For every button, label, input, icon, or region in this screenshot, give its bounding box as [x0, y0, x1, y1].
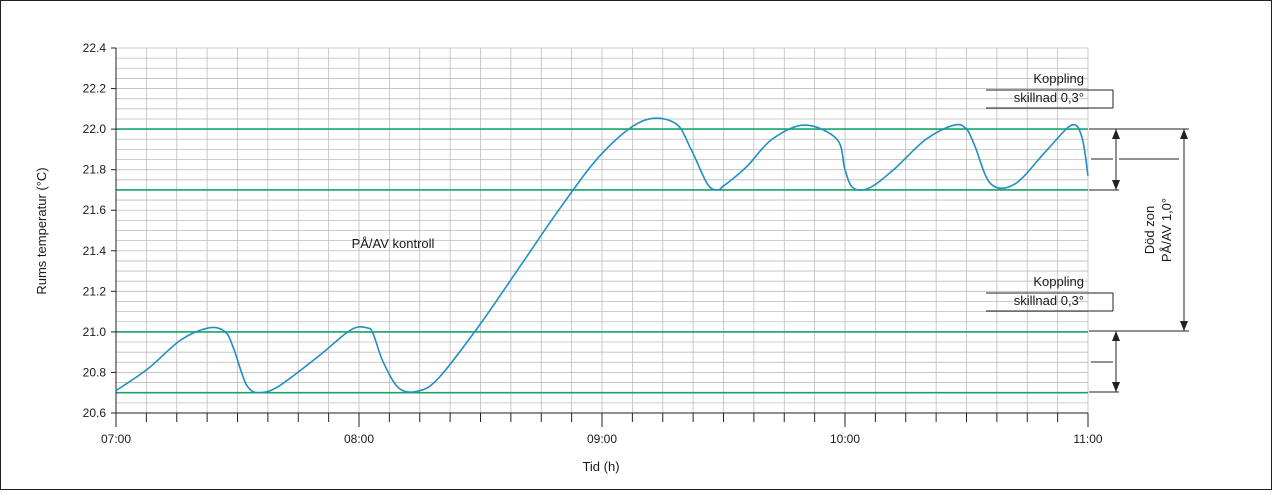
control-label: PÅ/AV kontroll	[352, 236, 435, 251]
threshold-lines	[116, 128, 1088, 394]
y-tick-label: 21.0	[83, 325, 107, 339]
x-tick-label: 08:00	[344, 432, 374, 446]
x-tick-label: 11:00	[1073, 432, 1102, 446]
upper-hysteresis-line-1: Koppling	[1033, 71, 1084, 86]
y-tick-label: 22.0	[83, 122, 107, 136]
dead-zone-line-2: PÅ/AV 1,0°	[1159, 198, 1174, 262]
x-tick-label: 07:00	[101, 432, 131, 446]
tick-labels: 20.6 20.8 21.0 21.2 21.4 21.6 21.8 22.0 22.2 22.4…	[83, 41, 1103, 446]
y-tick-label: 21.8	[83, 163, 107, 177]
upper-hysteresis-line-2: skillnad 0,3°	[1014, 90, 1084, 105]
y-tick-label: 22.4	[83, 41, 107, 55]
y-tick-label: 20.6	[83, 406, 107, 420]
y-axis-label: Rums temperatur (°C)	[34, 167, 49, 294]
grid	[115, 47, 1089, 414]
lower-hysteresis-line-1: Koppling	[1033, 274, 1084, 289]
lower-hysteresis-line-2: skillnad 0,3°	[1014, 293, 1084, 308]
y-tick-label: 20.8	[83, 365, 107, 379]
x-axis-label: Tid (h)	[582, 459, 619, 474]
y-tick-label: 21.4	[83, 244, 107, 258]
y-tick-label: 21.6	[83, 203, 107, 217]
axes	[111, 47, 1089, 427]
upper-hysteresis-annotation: Koppling skillnad 0,3°	[986, 71, 1189, 191]
y-tick-label: 22.2	[83, 82, 107, 96]
x-tick-label: 09:00	[587, 432, 617, 446]
lower-hysteresis-annotation: Koppling skillnad 0,3°	[986, 274, 1189, 393]
y-tick-label: 21.2	[83, 284, 107, 298]
series	[115, 117, 1089, 394]
temperature-series-line	[115, 117, 1089, 394]
dead-zone-line-1: Död zon	[1142, 206, 1157, 254]
x-tick-label: 10:00	[830, 432, 860, 446]
dead-zone-annotation: Död zon PÅ/AV 1,0°	[1142, 129, 1188, 331]
